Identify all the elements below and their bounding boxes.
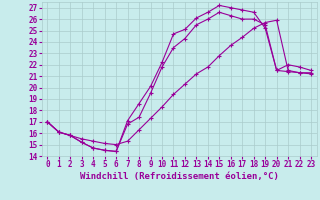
X-axis label: Windchill (Refroidissement éolien,°C): Windchill (Refroidissement éolien,°C) <box>80 172 279 181</box>
